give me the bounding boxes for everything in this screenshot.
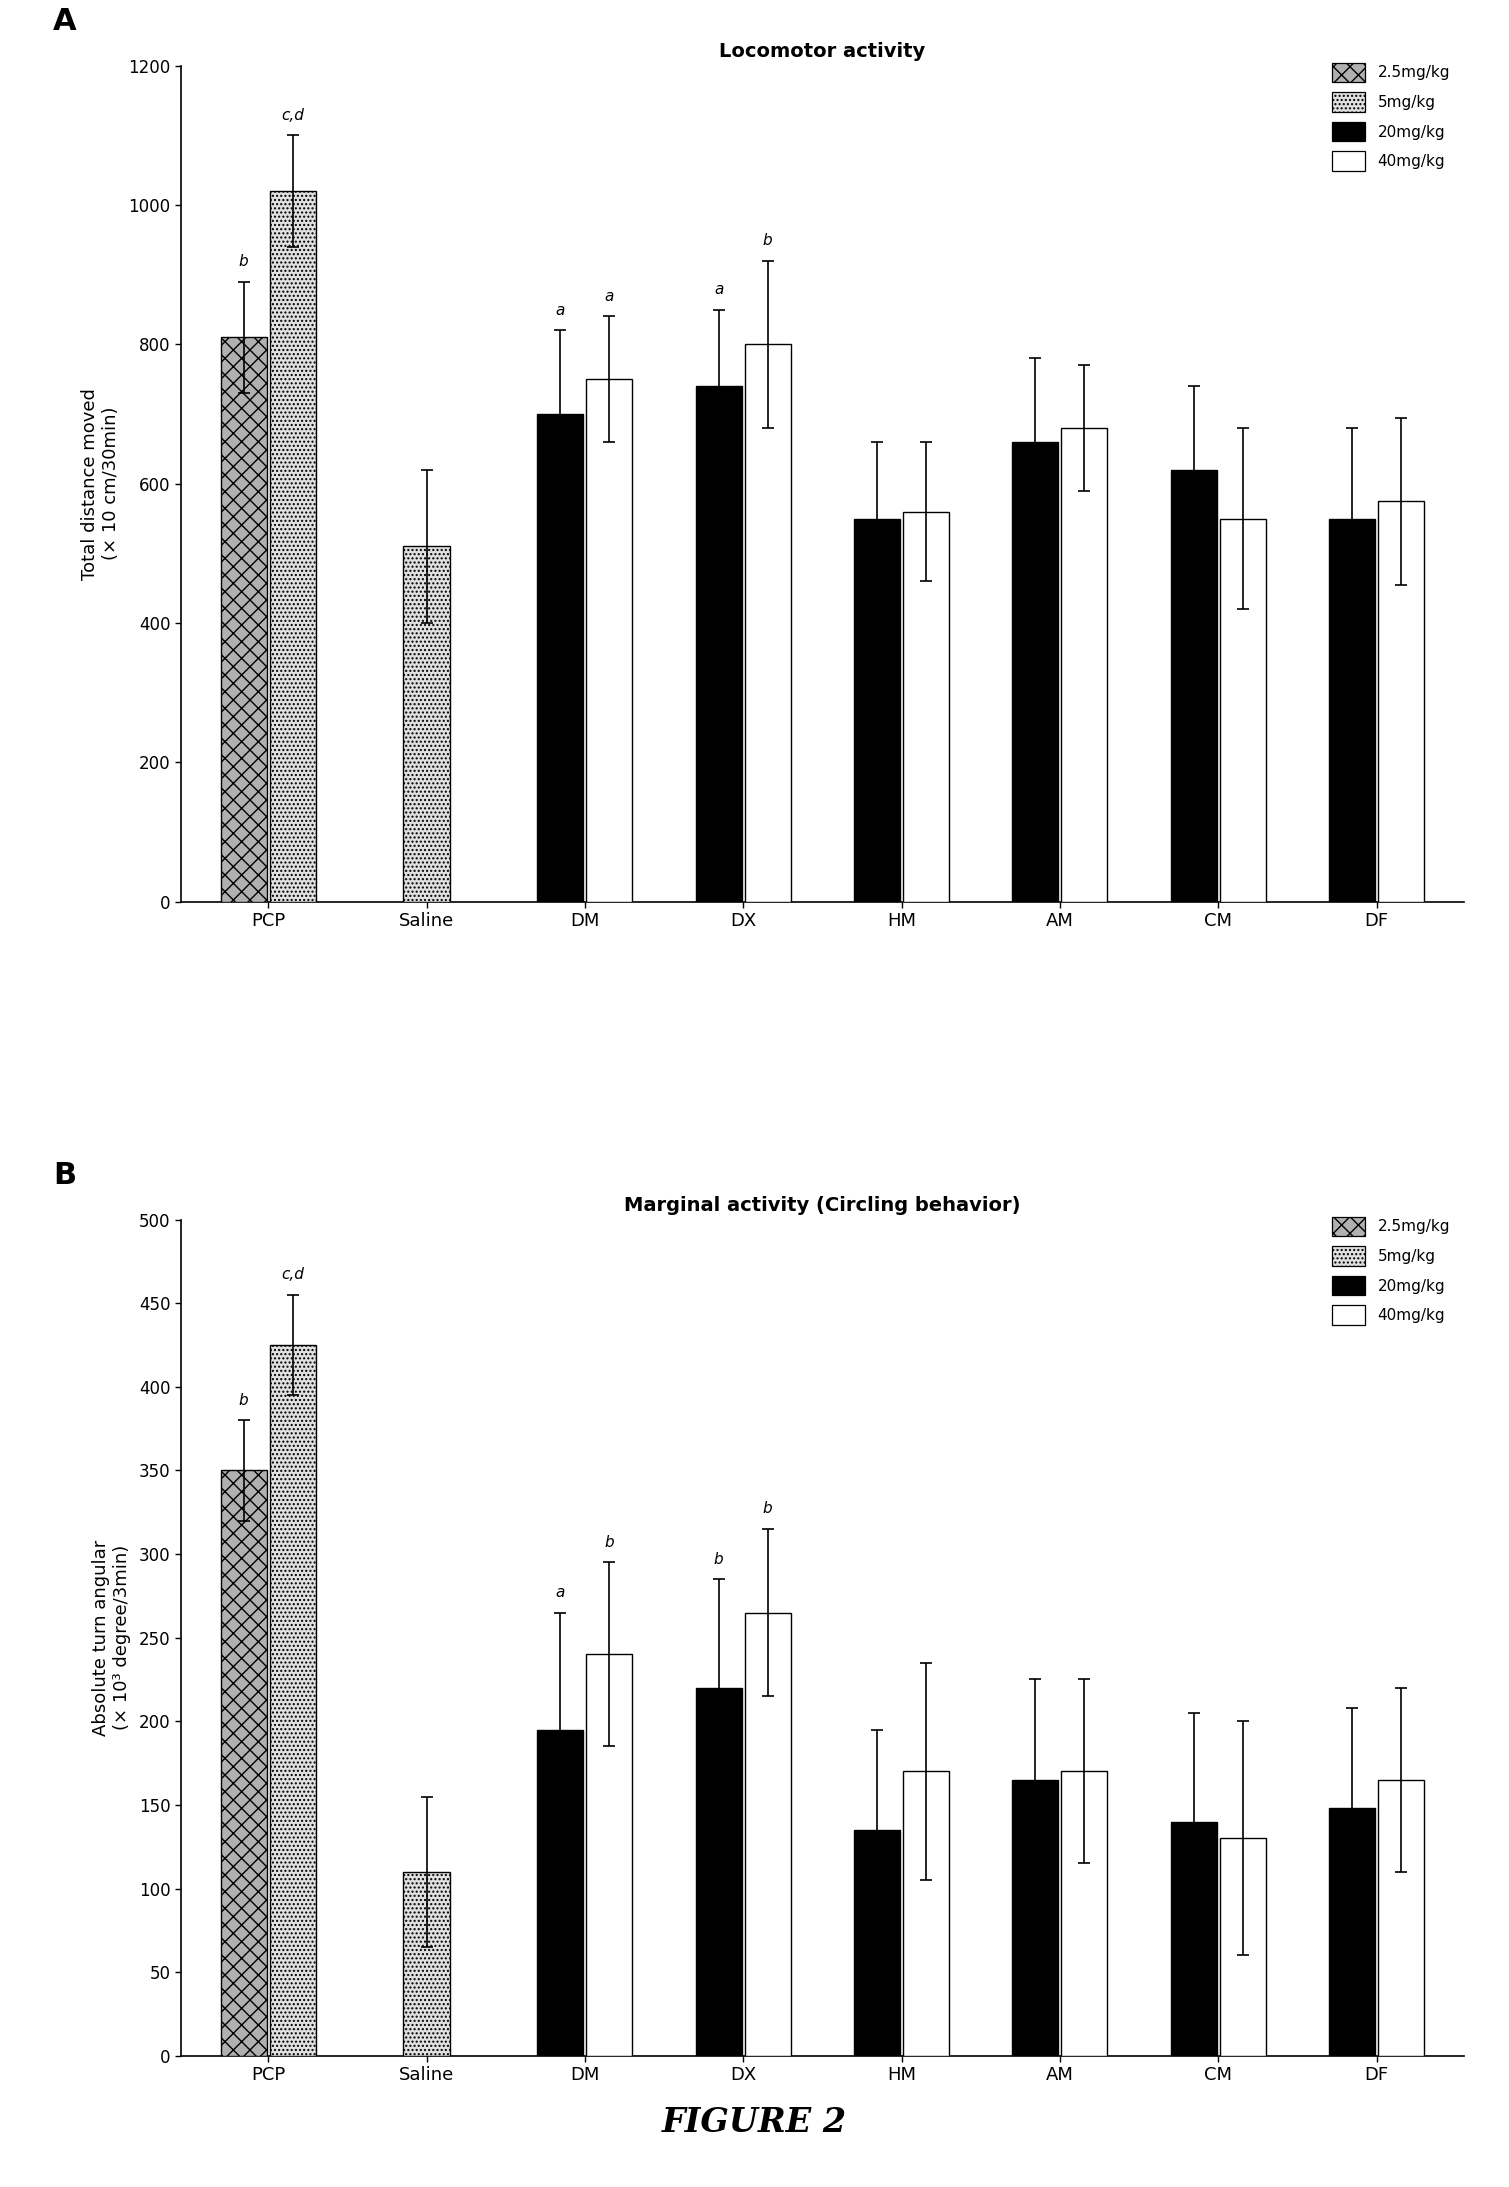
- Title: Locomotor activity: Locomotor activity: [720, 42, 925, 61]
- Bar: [902, 1771, 949, 2056]
- Text: b: b: [714, 1551, 724, 1566]
- Bar: [1219, 518, 1266, 901]
- Bar: [270, 1345, 315, 2056]
- Text: a: a: [555, 302, 564, 317]
- Bar: [220, 1470, 267, 2056]
- Text: a: a: [605, 289, 614, 304]
- Text: b: b: [238, 254, 249, 269]
- Bar: [1013, 442, 1058, 901]
- Text: b: b: [238, 1393, 249, 1408]
- Bar: [902, 512, 949, 901]
- Bar: [744, 343, 791, 901]
- Bar: [1061, 429, 1108, 901]
- Text: c,d: c,d: [281, 1266, 305, 1282]
- Bar: [403, 1872, 450, 2056]
- Bar: [696, 1688, 742, 2056]
- Bar: [1329, 1809, 1375, 2056]
- Bar: [1329, 518, 1375, 901]
- Text: A: A: [53, 7, 77, 35]
- Bar: [696, 387, 742, 901]
- Bar: [1061, 1771, 1108, 2056]
- Legend: 2.5mg/kg, 5mg/kg, 20mg/kg, 40mg/kg: 2.5mg/kg, 5mg/kg, 20mg/kg, 40mg/kg: [1325, 1209, 1456, 1332]
- Bar: [1378, 1780, 1424, 2056]
- Y-axis label: Total distance moved
(× 10 cm/30min): Total distance moved (× 10 cm/30min): [81, 387, 121, 580]
- Text: FIGURE 2: FIGURE 2: [662, 2106, 847, 2139]
- Bar: [537, 413, 584, 901]
- Bar: [854, 518, 901, 901]
- Legend: 2.5mg/kg, 5mg/kg, 20mg/kg, 40mg/kg: 2.5mg/kg, 5mg/kg, 20mg/kg, 40mg/kg: [1325, 57, 1456, 177]
- Bar: [220, 337, 267, 901]
- Y-axis label: Absolute turn angular
(× 10³ degree/3min): Absolute turn angular (× 10³ degree/3min…: [92, 1540, 131, 1736]
- Bar: [537, 1730, 584, 2056]
- Title: Marginal activity (Circling behavior): Marginal activity (Circling behavior): [625, 1196, 1020, 1216]
- Text: b: b: [764, 234, 773, 247]
- Bar: [1013, 1780, 1058, 2056]
- Bar: [403, 547, 450, 901]
- Bar: [270, 190, 315, 901]
- Bar: [1171, 1822, 1216, 2056]
- Bar: [587, 1653, 632, 2056]
- Text: c,d: c,d: [281, 107, 305, 122]
- Text: a: a: [555, 1586, 564, 1601]
- Bar: [1171, 470, 1216, 901]
- Bar: [744, 1612, 791, 2056]
- Text: a: a: [714, 282, 723, 297]
- Bar: [587, 378, 632, 901]
- Text: b: b: [605, 1535, 614, 1551]
- Bar: [854, 1831, 901, 2056]
- Bar: [1378, 501, 1424, 901]
- Text: b: b: [764, 1502, 773, 1516]
- Bar: [1219, 1839, 1266, 2056]
- Text: B: B: [53, 1161, 75, 1190]
